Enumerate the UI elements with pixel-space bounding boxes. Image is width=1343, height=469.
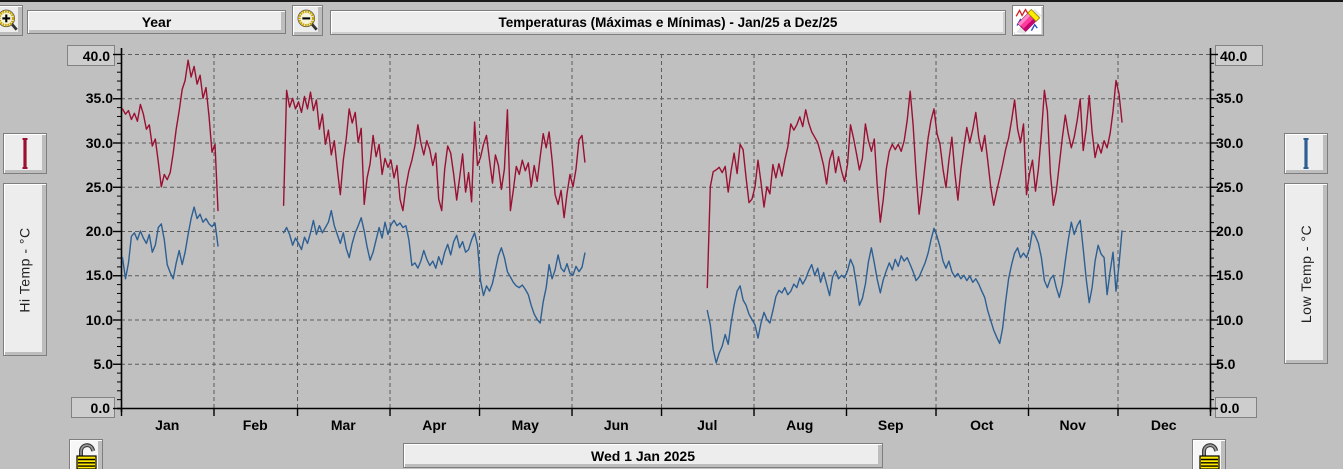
eraser-icon [1014, 7, 1042, 34]
x-axis-month-label: Nov [1059, 417, 1086, 433]
hi-axis-label-button[interactable]: Hi Temp - °C [3, 183, 47, 356]
x-axis-month-label: May [511, 417, 539, 433]
x-axis-month-label: Jul [697, 417, 718, 433]
date-label: Wed 1 Jan 2025 [590, 447, 696, 464]
y-axis-min-box-left[interactable]: 0.0 [71, 397, 115, 418]
y-axis-tick-label: 35.0 [1216, 90, 1244, 107]
hi-series-swatch-button[interactable] [3, 133, 47, 174]
hi-series-line-icon [5, 135, 45, 172]
y-axis-tick-label: 20.0 [1216, 223, 1244, 239]
y-axis-max-box-right[interactable]: 40.0 [1215, 45, 1263, 66]
x-axis-month-label: Feb [242, 417, 268, 433]
x-axis-month-label: Aug [786, 417, 814, 433]
magnifier-minus-icon [295, 8, 321, 34]
zoom-out-button[interactable] [292, 5, 323, 36]
eraser-button[interactable] [1012, 5, 1044, 36]
zoom-in-button[interactable] [0, 5, 23, 36]
y-axis-tick-label: 20.0 [85, 223, 113, 239]
open-lock-icon [71, 441, 101, 469]
y-axis-tick-label: 15.0 [85, 267, 113, 284]
x-axis-month-label: Apr [422, 417, 447, 433]
y-axis-max-value: 40.0 [82, 47, 110, 64]
y-axis-tick-label: 30.0 [85, 134, 113, 151]
x-axis-month-label: Jan [155, 417, 180, 433]
low-axis-label-button[interactable]: Low Temp - °C [1284, 183, 1328, 364]
y-axis-tick-label: 25.0 [85, 178, 113, 195]
year-button-label: Year [141, 14, 172, 30]
low-series-line-icon [1286, 135, 1326, 172]
y-axis-tick-label: 30.0 [1216, 134, 1244, 151]
x-axis-month-label: Jun [603, 417, 629, 433]
y-axis-max-value: 40.0 [1220, 47, 1248, 64]
low-series-swatch-button[interactable] [1284, 133, 1328, 174]
date-button[interactable]: Wed 1 Jan 2025 [403, 443, 883, 468]
y-axis-tick-label: 25.0 [1216, 178, 1244, 195]
y-axis-tick-label: 10.0 [85, 311, 113, 328]
chart-title: Temperaturas (Máximas e Mínimas) - Jan/2… [498, 15, 838, 30]
x-axis-month-label: Mar [330, 417, 356, 433]
y-axis-min-box-right[interactable]: 0.0 [1215, 397, 1257, 418]
y-axis-tick-label: 5.0 [1216, 355, 1236, 372]
hi-axis-label: Hi Temp - °C [17, 226, 33, 313]
magnifier-plus-icon [0, 8, 21, 34]
x-axis-month-label: Sep [877, 417, 904, 433]
x-axis-month-label: Dec [1150, 417, 1177, 433]
lock-button-left[interactable] [69, 439, 103, 469]
open-lock-icon [1194, 441, 1224, 469]
y-axis-min-value: 0.0 [1220, 399, 1240, 416]
chart-title-box: Temperaturas (Máximas e Mínimas) - Jan/2… [330, 10, 1006, 35]
y-axis-tick-label: 15.0 [1216, 267, 1244, 284]
year-button[interactable]: Year [27, 10, 286, 34]
y-axis-max-box-left[interactable]: 40.0 [67, 45, 115, 66]
y-axis-tick-label: 35.0 [85, 90, 113, 107]
low-axis-label: Low Temp - °C [1298, 224, 1314, 323]
y-axis-tick-label: 5.0 [93, 355, 113, 372]
y-axis-min-value: 0.0 [90, 399, 110, 416]
x-axis-month-label: Oct [970, 417, 994, 433]
plot-area[interactable] [121, 54, 1210, 408]
lock-button-right[interactable] [1192, 439, 1226, 469]
y-axis-tick-label: 10.0 [1216, 311, 1244, 328]
